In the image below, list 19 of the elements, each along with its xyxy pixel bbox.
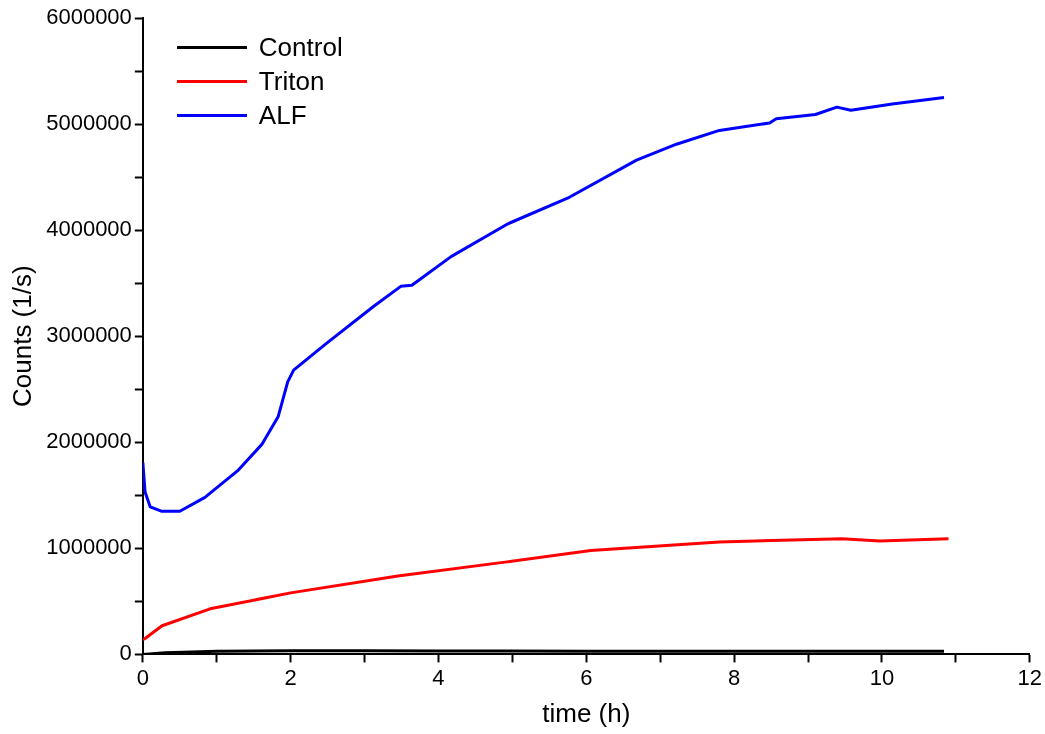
x-tick-label: 4 <box>432 664 445 690</box>
legend-label: ALF <box>258 99 307 132</box>
x-axis-title: time (h) <box>542 697 631 728</box>
x-tick-label: 6 <box>580 664 593 690</box>
y-tick-label: 6000000 <box>46 4 132 30</box>
y-axis-title: Counts (1/s) <box>6 265 37 407</box>
x-tick-label: 2 <box>284 664 297 690</box>
y-tick-label: 2000000 <box>46 428 132 454</box>
y-tick-label: 1000000 <box>46 534 132 560</box>
y-tick-label: 3000000 <box>46 322 132 348</box>
y-tick-label: 0 <box>119 640 132 666</box>
x-tick-label: 8 <box>728 664 741 690</box>
y-tick-label: 4000000 <box>46 216 132 242</box>
x-tick-label: 10 <box>869 664 895 690</box>
y-tick-label: 5000000 <box>46 110 132 136</box>
legend-label: Control <box>258 31 343 64</box>
x-tick-label: 0 <box>136 664 149 690</box>
x-tick-label: 12 <box>1017 664 1043 690</box>
legend-label: Triton <box>258 65 325 98</box>
